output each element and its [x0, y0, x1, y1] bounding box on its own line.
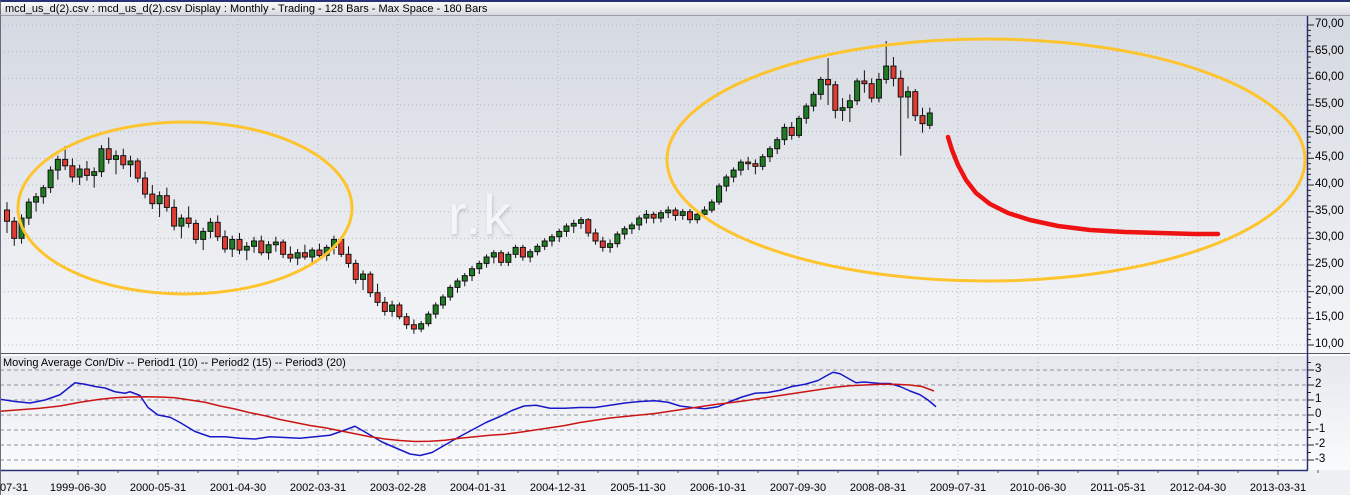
x-axis-label: 2012-04-30 — [1169, 482, 1227, 494]
x-axis-label: 1999-06-30 — [49, 482, 107, 494]
price-axis-label: 70,00 — [1315, 18, 1344, 30]
window-title: mcd_us_d(2).csv : mcd_us_d(2).csv Displa… — [5, 3, 488, 15]
price-macd-chart[interactable] — [0, 16, 1350, 495]
price-axis-label: 60,00 — [1315, 71, 1344, 84]
x-axis-label: 2008-08-31 — [849, 482, 907, 494]
x-axis-label: 2013-03-31 — [1249, 482, 1307, 494]
price-axis-label: 65,00 — [1315, 44, 1344, 57]
price-axis-label: 35,00 — [1315, 204, 1344, 217]
x-axis-label: 2001-04-30 — [209, 482, 267, 494]
x-axis-label: 2003-02-28 — [369, 482, 427, 494]
x-axis-label: 2011-05-31 — [1090, 482, 1146, 494]
window-title-bar[interactable]: mcd_us_d(2).csv : mcd_us_d(2).csv Displa… — [0, 0, 1350, 16]
x-axis-label: 2002-03-31 — [289, 482, 347, 494]
chart-container[interactable]: r.k Moving Average Con/Div -- Period1 (1… — [0, 16, 1350, 495]
macd-axis-label: 1 — [1315, 393, 1322, 405]
price-axis-label: 15,00 — [1315, 311, 1344, 324]
macd-signal — [0, 383, 935, 443]
x-axis-label: 2006-10-31 — [689, 482, 747, 494]
price-axis-label: 25,00 — [1315, 258, 1344, 270]
x-axis-label: 2007-09-30 — [769, 482, 827, 494]
price-axis-label: 55,00 — [1315, 98, 1344, 110]
macd-fast — [0, 371, 937, 457]
price-axis-label: 10,00 — [1315, 338, 1344, 350]
price-axis-label: 45,00 — [1315, 151, 1344, 164]
x-axis-label: 2004-12-31 — [529, 482, 587, 494]
macd-axis-label: -3 — [1315, 453, 1326, 465]
macd-axis-label: -1 — [1315, 423, 1326, 435]
macd-axis: 3 2 1 0 -1 -2 -3 — [1315, 16, 1350, 476]
macd-axis-label: 3 — [1315, 363, 1322, 375]
x-axis-label: 2005-11-30 — [610, 482, 666, 494]
projection-curve — [945, 134, 1221, 237]
price-axis-label: 30,00 — [1315, 231, 1344, 244]
price-axis: 70,00 65,00 60,00 55,00 50,00 45,00 40,00 35,00… — [1315, 16, 1350, 356]
price-axis-label: 40,00 — [1315, 178, 1344, 190]
x-axis-label: 2000-05-31 — [129, 482, 187, 494]
right-oval — [665, 37, 1307, 283]
x-axis: 07-31 1999-06-30 2000-05-31 2001-04-30 2002-… — [0, 479, 1350, 495]
x-axis-label: 07-31 — [0, 482, 29, 494]
x-axis-label: 2004-01-31 — [449, 482, 507, 494]
price-axis-label: 50,00 — [1315, 124, 1344, 137]
macd-axis-label: -2 — [1315, 438, 1326, 450]
price-axis-label: 20,00 — [1315, 284, 1344, 297]
x-axis-label: 2009-07-31 — [929, 482, 987, 494]
indicator-label: Moving Average Con/Div -- Period1 (10) -… — [3, 357, 346, 369]
macd-axis-label: 0 — [1315, 408, 1322, 420]
x-axis-label: 2010-06-30 — [1009, 482, 1067, 494]
macd-axis-label: 2 — [1315, 378, 1322, 390]
left-oval — [16, 120, 354, 296]
